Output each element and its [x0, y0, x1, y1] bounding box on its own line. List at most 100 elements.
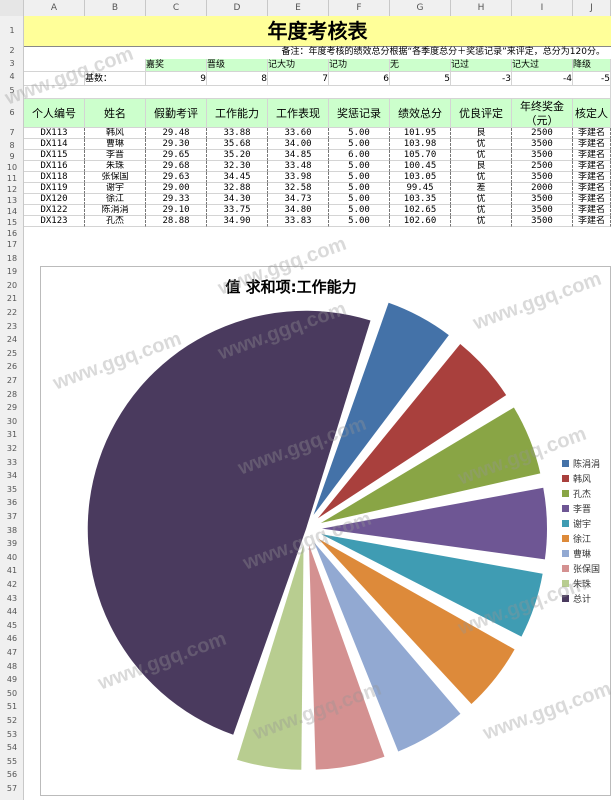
pie-slice[interactable]	[314, 542, 461, 752]
row-header[interactable]: 55	[6, 756, 18, 766]
row-header[interactable]: 56	[6, 770, 18, 780]
column-header-d[interactable]: D	[207, 0, 268, 16]
row-header[interactable]: 23	[6, 321, 18, 331]
column-header-j[interactable]: J	[573, 0, 611, 16]
data-cell[interactable]: 34.90	[207, 216, 268, 227]
data-cell[interactable]: 103.05	[390, 172, 451, 183]
data-cell[interactable]: 优	[451, 205, 512, 216]
column-header-c[interactable]: C	[146, 0, 207, 16]
row-header[interactable]: 9	[9, 152, 15, 161]
row-header[interactable]: 29	[6, 403, 18, 413]
data-cell[interactable]: 良	[451, 128, 512, 139]
data-cell[interactable]: 5.00	[329, 183, 390, 194]
row-header[interactable]: 6	[9, 108, 15, 117]
row-header[interactable]: 5	[9, 86, 15, 95]
data-cell[interactable]: 2500	[512, 161, 573, 172]
data-cell[interactable]: 102.65	[390, 205, 451, 216]
data-cell[interactable]: 29.65	[146, 150, 207, 161]
row-header[interactable]: 35	[6, 484, 18, 494]
data-cell[interactable]: 33.88	[207, 128, 268, 139]
row-header[interactable]: 3	[9, 59, 15, 68]
reward-label-cell[interactable]: 记过	[451, 59, 512, 72]
row-header[interactable]: 57	[6, 784, 18, 793]
data-cell[interactable]: DX122	[24, 205, 85, 216]
header-cell[interactable]: 假勤考评	[146, 99, 207, 128]
cell-blank[interactable]	[24, 72, 85, 86]
row-header[interactable]: 31	[6, 430, 18, 440]
pie-slice[interactable]	[320, 407, 541, 524]
base-value-cell[interactable]: 8	[207, 72, 268, 86]
row-header[interactable]: 28	[6, 389, 18, 399]
data-cell[interactable]: 33.60	[268, 128, 329, 139]
data-cell[interactable]: 34.00	[268, 139, 329, 150]
data-cell[interactable]: 103.35	[390, 194, 451, 205]
base-value-cell[interactable]: 6	[329, 72, 390, 86]
row-header[interactable]: 48	[6, 661, 18, 671]
data-cell[interactable]: 29.48	[146, 128, 207, 139]
data-cell[interactable]: 32.58	[268, 183, 329, 194]
row-header[interactable]: 44	[6, 607, 18, 617]
row-header[interactable]: 18	[6, 253, 18, 263]
data-cell[interactable]: 谢宇	[85, 183, 146, 194]
data-cell[interactable]: 5.00	[329, 216, 390, 227]
column-header-b[interactable]: B	[85, 0, 146, 16]
base-value-cell[interactable]: 5	[390, 72, 451, 86]
column-header-i[interactable]: I	[512, 0, 573, 16]
data-cell[interactable]: 优	[451, 150, 512, 161]
reward-label-cell[interactable]: 降级	[573, 59, 611, 72]
data-cell[interactable]: DX116	[24, 161, 85, 172]
row-header[interactable]: 16	[6, 229, 18, 238]
data-cell[interactable]: DX114	[24, 139, 85, 150]
reward-label-cell[interactable]: 记大过	[512, 59, 573, 72]
reward-label-cell[interactable]: 记大功	[268, 59, 329, 72]
data-cell[interactable]: 34.30	[207, 194, 268, 205]
pie-chart-area[interactable]: 值 求和项:工作能力 陈涓涓 韩风 孔杰 李晋 谢宇 徐江 曹琳 张保国 朱珠 总计	[40, 266, 611, 796]
data-cell[interactable]: 张保国	[85, 172, 146, 183]
data-cell[interactable]: DX113	[24, 128, 85, 139]
row-header[interactable]: 34	[6, 471, 18, 481]
data-cell[interactable]: 100.45	[390, 161, 451, 172]
row-header[interactable]: 46	[6, 634, 18, 644]
reward-label-cell[interactable]: 嘉奖	[146, 59, 207, 72]
row-header[interactable]: 19	[6, 267, 18, 277]
pie-slice[interactable]	[321, 534, 543, 637]
data-cell[interactable]: 102.60	[390, 216, 451, 227]
data-cell[interactable]: 3500	[512, 139, 573, 150]
reward-label-cell[interactable]: 无	[390, 59, 451, 72]
data-cell[interactable]: 李建名	[573, 139, 611, 150]
row-header[interactable]: 47	[6, 648, 18, 657]
row-header[interactable]: 54	[6, 743, 18, 753]
data-cell[interactable]: 33.75	[207, 205, 268, 216]
data-cell[interactable]: 5.00	[329, 172, 390, 183]
data-cell[interactable]: 孔杰	[85, 216, 146, 227]
data-cell[interactable]: 李建名	[573, 194, 611, 205]
data-cell[interactable]: 差	[451, 183, 512, 194]
data-cell[interactable]: DX120	[24, 194, 85, 205]
header-cell[interactable]: 姓名	[85, 99, 146, 128]
data-cell[interactable]: 优	[451, 139, 512, 150]
row-header[interactable]: 51	[6, 702, 18, 712]
column-header-a[interactable]: A	[24, 0, 85, 16]
data-cell[interactable]: 李建名	[573, 216, 611, 227]
row-header[interactable]: 52	[6, 716, 18, 725]
data-cell[interactable]: 29.63	[146, 172, 207, 183]
base-value-cell[interactable]: -5	[573, 72, 611, 86]
data-cell[interactable]: 2500	[512, 128, 573, 139]
row-header[interactable]: 7	[9, 128, 15, 137]
header-cell[interactable]: 绩效总分	[390, 99, 451, 128]
data-cell[interactable]: DX118	[24, 172, 85, 183]
data-cell[interactable]: 32.30	[207, 161, 268, 172]
data-cell[interactable]: 35.68	[207, 139, 268, 150]
column-header-g[interactable]: G	[390, 0, 451, 16]
cell-blank-row[interactable]	[24, 86, 611, 99]
data-cell[interactable]: 33.98	[268, 172, 329, 183]
data-cell[interactable]: 3500	[512, 172, 573, 183]
row-header[interactable]: 17	[6, 240, 18, 249]
data-cell[interactable]: 5.00	[329, 128, 390, 139]
header-cell[interactable]: 奖惩记录	[329, 99, 390, 128]
header-cell[interactable]: 工作表现	[268, 99, 329, 128]
data-cell[interactable]: 29.30	[146, 139, 207, 150]
data-cell[interactable]: 李建名	[573, 161, 611, 172]
data-cell[interactable]: DX123	[24, 216, 85, 227]
row-header[interactable]: 39	[6, 539, 18, 549]
